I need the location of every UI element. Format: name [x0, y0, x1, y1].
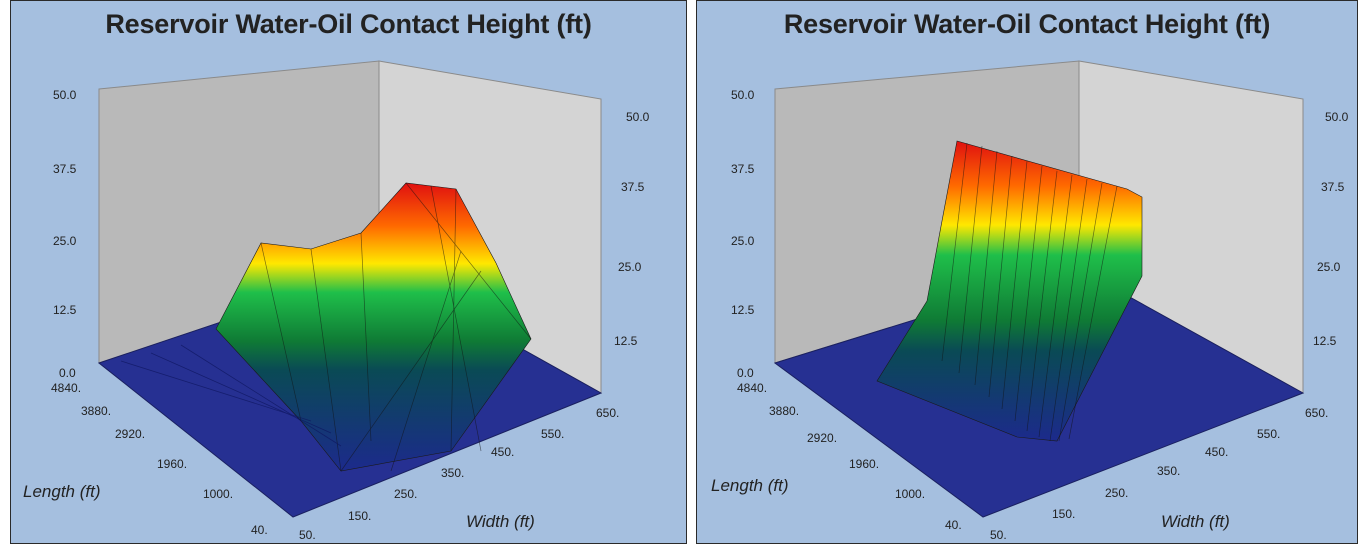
- z-tick-25: 25.0: [731, 234, 755, 248]
- y-axis-title: Width (ft): [1161, 512, 1230, 531]
- chart-panel-right: Reservoir Water-Oil Contact Height (ft): [696, 0, 1358, 544]
- z-tick-0: 0.0: [59, 366, 76, 380]
- surface-ridge: [876, 140, 1143, 442]
- x-axis-title: Length (ft): [711, 476, 789, 495]
- length-tick-2920: 2920.: [807, 431, 837, 445]
- width-tick-150: 150.: [1052, 507, 1075, 521]
- surface-plot-right: 50.0 37.5 25.0 12.5 0.0 50.0 37.5 25.0 1…: [711, 60, 1349, 542]
- surface-plot-left: 50.0 37.5 25.0 12.5 0.0 50.0 37.5 25.0 1…: [23, 60, 650, 542]
- length-tick-3880: 3880.: [769, 404, 799, 418]
- z-tick-right-25: 25.0: [1317, 260, 1341, 274]
- width-tick-650: 650.: [596, 406, 619, 420]
- length-tick-4840: 4840.: [737, 381, 767, 395]
- width-tick-350: 350.: [441, 466, 464, 480]
- length-tick-4840: 4840.: [51, 381, 81, 395]
- length-tick-40: 40.: [945, 518, 962, 532]
- length-tick-1960: 1960.: [157, 457, 187, 471]
- z-tick-right-50: 50.0: [1325, 110, 1349, 124]
- chart-title: Reservoir Water-Oil Contact Height (ft): [783, 9, 1271, 39]
- length-tick-1000: 1000.: [895, 487, 925, 501]
- width-tick-550: 550.: [1257, 427, 1280, 441]
- z-tick-right-37-5: 37.5: [621, 180, 645, 194]
- length-tick-1960: 1960.: [849, 457, 879, 471]
- surface-mesh: [941, 142, 1118, 442]
- z-tick-right-12-5: 12.5: [1313, 334, 1337, 348]
- width-tick-250: 250.: [394, 487, 417, 501]
- floor-mesh: [120, 344, 342, 447]
- z-tick-12-5: 12.5: [731, 303, 755, 317]
- z-tick-37-5: 37.5: [53, 162, 77, 176]
- z-tick-0: 0.0: [737, 366, 754, 380]
- z-tick-50: 50.0: [53, 88, 77, 102]
- length-tick-2920: 2920.: [115, 427, 145, 441]
- z-tick-right-12-5: 12.5: [614, 334, 638, 348]
- z-tick-right-37-5: 37.5: [1321, 180, 1345, 194]
- chart-panel-left: Reservoir Water-Oil Contact Height (ft): [10, 0, 687, 544]
- z-tick-25: 25.0: [53, 234, 77, 248]
- width-tick-450: 450.: [1205, 445, 1228, 459]
- y-axis-title: Width (ft): [466, 512, 535, 531]
- width-tick-250: 250.: [1105, 486, 1128, 500]
- z-tick-12-5: 12.5: [53, 303, 77, 317]
- z-tick-right-25: 25.0: [618, 260, 642, 274]
- length-tick-1000: 1000.: [203, 487, 233, 501]
- width-tick-150: 150.: [348, 509, 371, 523]
- x-axis-title: Length (ft): [23, 482, 101, 501]
- length-tick-40: 40.: [251, 523, 268, 537]
- width-tick-50: 50.: [299, 528, 316, 542]
- z-tick-50: 50.0: [731, 88, 755, 102]
- width-tick-550: 550.: [541, 427, 564, 441]
- z-tick-37-5: 37.5: [731, 162, 755, 176]
- chart-title: Reservoir Water-Oil Contact Height (ft): [105, 9, 592, 39]
- length-tick-3880: 3880.: [81, 404, 111, 418]
- width-tick-350: 350.: [1157, 464, 1180, 478]
- width-tick-450: 450.: [491, 445, 514, 459]
- width-tick-650: 650.: [1305, 406, 1328, 420]
- width-tick-50: 50.: [990, 528, 1007, 542]
- surface-mesh: [260, 182, 532, 472]
- z-tick-right-50: 50.0: [626, 110, 650, 124]
